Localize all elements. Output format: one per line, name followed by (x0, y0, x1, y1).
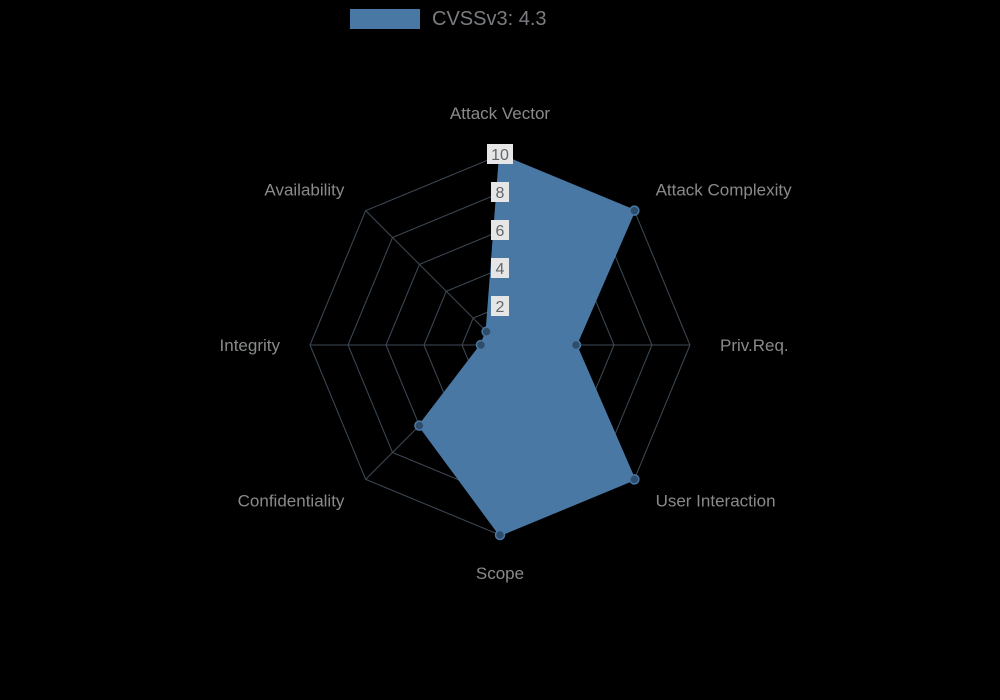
tick-label: 2 (496, 299, 505, 316)
tick-label: 6 (496, 223, 505, 240)
radar-chart-container: 2 4 6 8 10 Attack Vector Attack Complexity Priv… (0, 0, 1000, 700)
legend-swatch (350, 9, 420, 29)
tick-label: 4 (496, 261, 505, 278)
data-point (496, 531, 505, 540)
axis-label: Availability (264, 180, 345, 199)
radar-chart-svg: 2 4 6 8 10 Attack Vector Attack Complexity Priv… (0, 0, 1000, 700)
tick-label: 10 (491, 147, 509, 164)
tick-label: 8 (496, 185, 505, 202)
axis-label: Attack Vector (450, 104, 550, 123)
axis-label: Attack Complexity (656, 180, 793, 199)
data-point (415, 421, 424, 430)
axis-label: Scope (476, 564, 524, 583)
legend-label: CVSSv3: 4.3 (432, 8, 547, 30)
data-point (630, 206, 639, 215)
data-point (630, 475, 639, 484)
data-point (572, 341, 581, 350)
axis-label: Priv.Req. (720, 336, 789, 355)
axis-label: Integrity (220, 336, 281, 355)
data-point (477, 341, 486, 350)
axis-label: Confidentiality (238, 492, 345, 511)
axis-label: User Interaction (656, 492, 776, 511)
data-point (482, 327, 491, 336)
